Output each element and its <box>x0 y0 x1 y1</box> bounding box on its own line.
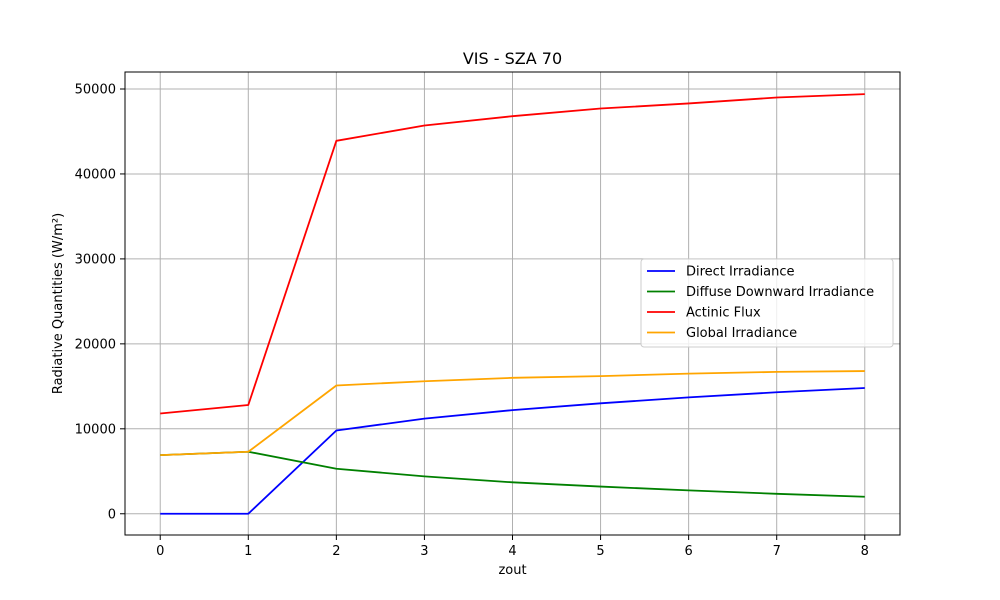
legend: Direct Irradiance Diffuse Downward Irradi… <box>640 258 894 348</box>
legend-label: Actinic Flux <box>686 306 761 321</box>
y-tick-label: 40000 <box>75 167 116 182</box>
series-line-3 <box>160 370 865 457</box>
series-line-1 <box>160 450 865 498</box>
y-tick-label: 0 <box>108 507 116 522</box>
x-tick-label: 4 <box>508 544 516 559</box>
x-tick-label: 1 <box>244 544 252 559</box>
legend-label: Global Irradiance <box>686 326 797 341</box>
y-tick-label: 20000 <box>75 337 116 352</box>
series-line-0 <box>160 387 865 515</box>
y-axis-label: Radiative Quantities (W/m²) <box>51 213 66 394</box>
y-tick-label: 50000 <box>75 82 116 97</box>
x-tick-label: 5 <box>596 544 604 559</box>
x-tick-label: 2 <box>332 544 340 559</box>
x-axis-label: zout <box>498 563 526 578</box>
x-tick-label: 3 <box>420 544 428 559</box>
series-line-2 <box>160 93 865 415</box>
y-axis-ticks: 0 10000 20000 30000 40000 50000 <box>75 82 125 522</box>
legend-box <box>640 258 894 348</box>
x-tick-label: 6 <box>684 544 692 559</box>
x-axis-ticks: 0 1 2 3 4 5 6 7 8 <box>156 535 869 559</box>
legend-label: Direct Irradiance <box>686 265 795 280</box>
x-tick-label: 8 <box>861 544 869 559</box>
legend-label: Diffuse Downward Irradiance <box>686 285 874 300</box>
series-lines <box>160 93 865 515</box>
chart-title: VIS - SZA 70 <box>463 49 562 68</box>
x-tick-label: 7 <box>773 544 781 559</box>
y-tick-label: 10000 <box>75 422 116 437</box>
x-tick-label: 0 <box>156 544 164 559</box>
y-tick-label: 30000 <box>75 252 116 267</box>
